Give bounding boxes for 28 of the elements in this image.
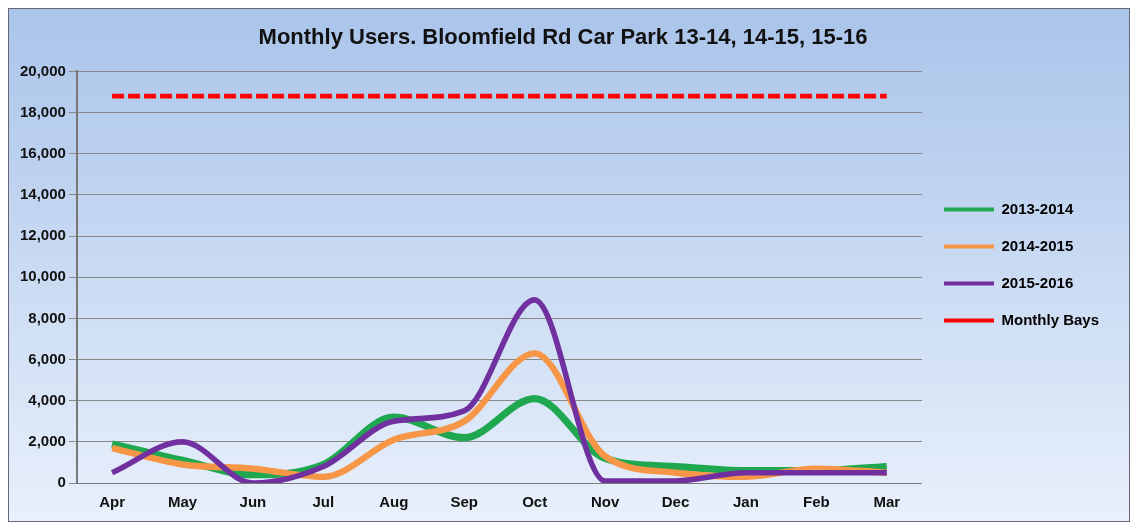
x-tick-label: Sep xyxy=(450,493,478,511)
y-tick-label: 16,000 xyxy=(19,143,66,161)
legend-label: Monthly Bays xyxy=(1001,310,1099,328)
x-tick-label: Jan xyxy=(732,493,759,511)
x-tick-label: Oct xyxy=(522,493,548,511)
y-tick-label: 18,000 xyxy=(19,102,66,120)
x-tick-label: Apr xyxy=(99,493,126,511)
x-tick-label: Dec xyxy=(661,493,690,511)
legend-label: 2014-2015 xyxy=(1001,236,1074,254)
y-tick-label: 2,000 xyxy=(28,431,66,449)
x-tick-label: Mar xyxy=(873,493,901,511)
y-tick-label: 0 xyxy=(57,473,66,491)
y-tick-label: 12,000 xyxy=(19,226,66,244)
legend-label: 2015-2016 xyxy=(1001,273,1074,291)
x-tick-label: May xyxy=(167,493,198,511)
y-tick-label: 10,000 xyxy=(19,267,66,285)
y-tick-label: 4,000 xyxy=(28,390,66,408)
y-tick-label: 6,000 xyxy=(28,349,66,367)
y-tick-label: 20,000 xyxy=(19,61,66,79)
legend-label: 2013-2014 xyxy=(1001,199,1074,217)
y-tick-label: 14,000 xyxy=(19,185,66,203)
y-tick-label: 8,000 xyxy=(28,308,66,326)
x-tick-label: Feb xyxy=(803,493,830,511)
x-tick-label: Nov xyxy=(590,493,620,511)
chart-title: Monthly Users. Bloomfield Rd Car Park 13-14, 14-15, 15-16 xyxy=(258,24,868,50)
x-tick-label: Aug xyxy=(379,493,409,511)
x-tick-label: Jul xyxy=(312,493,335,511)
x-tick-label: Jun xyxy=(239,493,267,511)
